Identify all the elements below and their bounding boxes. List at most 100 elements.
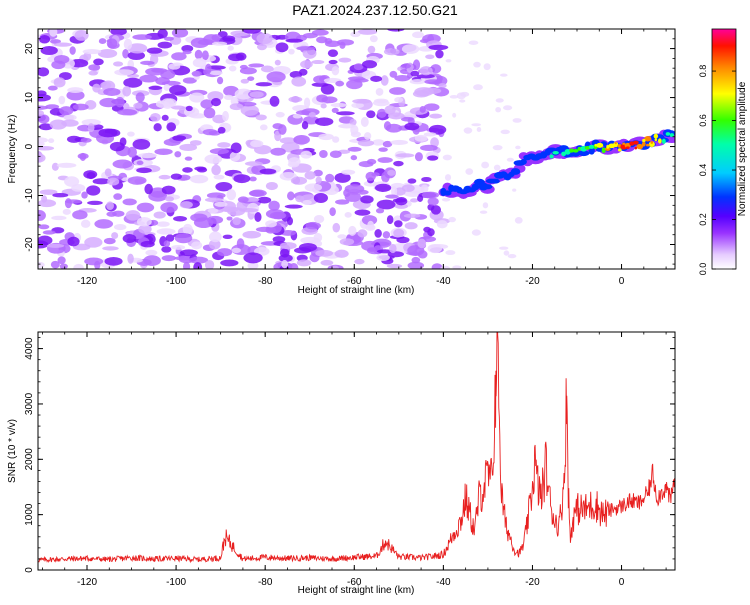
colorbar-label: Normalized spectral amplitude bbox=[737, 81, 748, 216]
heatmap-cell bbox=[217, 126, 226, 134]
heatmap-cell bbox=[296, 46, 316, 51]
heatmap-cell bbox=[204, 259, 215, 269]
heatmap-cell bbox=[341, 169, 356, 175]
heatmap-ridge-cell bbox=[482, 184, 493, 190]
heatmap-cell bbox=[515, 145, 521, 150]
heatmap-cell bbox=[448, 216, 457, 223]
heatmap-cell bbox=[385, 194, 399, 199]
heatmap-cell bbox=[111, 232, 119, 239]
snr-ylabel: SNR (10 * v/v) bbox=[7, 419, 18, 483]
heatmap-cell bbox=[357, 229, 368, 238]
heatmap-cell bbox=[383, 48, 400, 56]
heatmap-cell bbox=[514, 216, 523, 224]
heatmap-cell bbox=[42, 230, 56, 235]
heatmap-cell bbox=[357, 29, 378, 35]
heatmap-cell bbox=[163, 240, 171, 247]
heatmap-cell bbox=[174, 151, 182, 158]
heatmap-cell bbox=[387, 112, 405, 120]
heatmap-cell bbox=[311, 82, 329, 87]
heatmap-cell bbox=[161, 246, 172, 253]
heatmap-cell bbox=[427, 197, 439, 206]
heatmap-cell bbox=[217, 248, 233, 257]
heatmap-cell bbox=[396, 236, 410, 244]
heatmap-cell bbox=[296, 259, 312, 267]
heatmap-ridge-cell bbox=[622, 142, 626, 145]
heatmap-cell bbox=[300, 150, 313, 159]
heatmap-cell bbox=[367, 247, 376, 252]
heatmap-cell bbox=[123, 38, 133, 50]
heatmap-cell bbox=[104, 168, 112, 177]
heatmap-cell bbox=[465, 168, 474, 175]
heatmap-cell bbox=[139, 74, 159, 83]
heatmap-cell bbox=[171, 105, 185, 110]
heatmap-cell bbox=[136, 167, 152, 174]
heatmap-cell bbox=[127, 43, 148, 54]
heatmap-cell bbox=[222, 234, 233, 240]
heatmap-ridge-cell bbox=[669, 133, 674, 137]
heatmap-cell bbox=[171, 52, 187, 61]
heatmap-cell bbox=[146, 47, 163, 54]
heatmap-cell bbox=[412, 59, 421, 71]
heatmap-cell bbox=[182, 167, 193, 173]
heatmap-cell bbox=[127, 131, 135, 137]
heatmap-cell bbox=[51, 215, 67, 221]
y-tick-label: 2000 bbox=[24, 448, 35, 471]
heatmap-cell bbox=[495, 98, 504, 103]
heatmap-cell bbox=[122, 86, 132, 97]
y-tick-label: 3000 bbox=[24, 392, 35, 415]
heatmap-cell bbox=[38, 151, 44, 163]
heatmap-cell bbox=[132, 138, 151, 150]
heatmap-cell bbox=[45, 104, 60, 110]
heatmap-cell bbox=[395, 153, 415, 158]
heatmap-cell bbox=[332, 136, 340, 143]
heatmap-cell bbox=[281, 259, 289, 269]
y-tick-label: 1000 bbox=[24, 503, 35, 526]
heatmap-cell bbox=[440, 265, 451, 269]
heatmap-cell bbox=[334, 172, 351, 183]
heatmap-cell bbox=[99, 97, 118, 108]
heatmap-cell bbox=[483, 63, 491, 71]
heatmap-cell bbox=[123, 77, 143, 88]
spectrogram-heatmap bbox=[38, 29, 675, 269]
heatmap-cell bbox=[278, 254, 293, 263]
heatmap-cell bbox=[166, 122, 177, 132]
heatmap-cell bbox=[380, 75, 389, 86]
heatmap-cell bbox=[157, 29, 168, 39]
heatmap-cell bbox=[149, 113, 161, 122]
heatmap-cell bbox=[210, 97, 222, 107]
heatmap-cell bbox=[103, 87, 121, 96]
heatmap-cell bbox=[390, 139, 408, 146]
heatmap-cell bbox=[471, 229, 481, 236]
heatmap-cell bbox=[331, 107, 339, 113]
heatmap-cell bbox=[274, 59, 281, 66]
heatmap-cell bbox=[127, 146, 137, 158]
heatmap-cell bbox=[117, 109, 138, 116]
heatmap-ridge-cell bbox=[638, 144, 642, 149]
heatmap-cell bbox=[209, 231, 222, 243]
heatmap-cell bbox=[136, 216, 152, 227]
heatmap-ridge-cell bbox=[572, 149, 579, 153]
heatmap-cell bbox=[512, 188, 517, 192]
heatmap-cell bbox=[308, 111, 316, 118]
heatmap-cell bbox=[329, 150, 342, 158]
colorbar-tick-label: 0.2 bbox=[698, 213, 708, 226]
heatmap-cell bbox=[38, 114, 50, 124]
heatmap-cell bbox=[40, 45, 58, 56]
heatmap-cell bbox=[410, 198, 419, 203]
heatmap-cell bbox=[441, 197, 451, 202]
heatmap-cell bbox=[423, 132, 437, 137]
heatmap-cell bbox=[233, 174, 251, 184]
heatmap-cell bbox=[46, 243, 65, 248]
heatmap-cell bbox=[94, 219, 114, 229]
heatmap-cell bbox=[386, 215, 394, 225]
heatmap-cell bbox=[97, 48, 118, 58]
heatmap-cell bbox=[352, 98, 372, 104]
heatmap-cell bbox=[336, 111, 355, 116]
heatmap-cell bbox=[135, 92, 145, 103]
heatmap-cell bbox=[81, 119, 101, 126]
heatmap-cell bbox=[313, 232, 323, 243]
colorbar-tick-label: 0.0 bbox=[698, 263, 708, 276]
heatmap-ridge-cell bbox=[610, 144, 613, 148]
heatmap-cell bbox=[459, 99, 466, 103]
heatmap-cell bbox=[302, 199, 312, 206]
